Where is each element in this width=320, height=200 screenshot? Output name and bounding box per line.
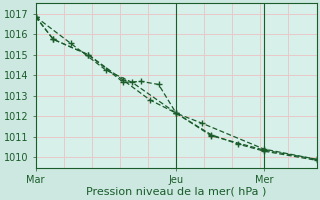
X-axis label: Pression niveau de la mer( hPa ): Pression niveau de la mer( hPa ) — [86, 187, 266, 197]
